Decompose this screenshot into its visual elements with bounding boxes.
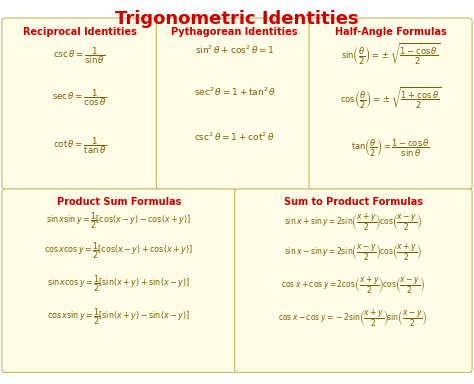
Text: $\sin x-\sin y=2\sin\!\left(\dfrac{x-y}{2}\right)\!\cos\!\left(\dfrac{x+y}{2}\ri: $\sin x-\sin y=2\sin\!\left(\dfrac{x-y}{… <box>284 241 422 263</box>
Text: Pythagorean Identities: Pythagorean Identities <box>172 27 298 37</box>
Text: $\cos x-\cos y=-2\sin\!\left(\dfrac{x+y}{2}\right)\!\sin\!\left(\dfrac{x-y}{2}\r: $\cos x-\cos y=-2\sin\!\left(\dfrac{x+y}… <box>278 308 428 329</box>
Text: $\sin x\cos y=\dfrac{1}{2}\!\left[\sin(x+y)+\sin(x-y)\right]$: $\sin x\cos y=\dfrac{1}{2}\!\left[\sin(x… <box>47 274 191 295</box>
Text: $\cot\theta = \dfrac{1}{\tan\theta}$: $\cot\theta = \dfrac{1}{\tan\theta}$ <box>53 136 106 156</box>
Text: $\tan\!\left(\dfrac{\theta}{2}\right)=\dfrac{1-\cos\theta}{\sin\theta}$: $\tan\!\left(\dfrac{\theta}{2}\right)=\d… <box>351 137 430 159</box>
Text: Reciprocal Identities: Reciprocal Identities <box>23 27 137 37</box>
FancyBboxPatch shape <box>235 189 472 372</box>
Text: $\sec\theta = \dfrac{1}{\cos\theta}$: $\sec\theta = \dfrac{1}{\cos\theta}$ <box>52 88 107 108</box>
Text: $\cos\!\left(\dfrac{\theta}{2}\right)=\pm\sqrt{\dfrac{1+\cos\theta}{2}}$: $\cos\!\left(\dfrac{\theta}{2}\right)=\p… <box>340 85 441 111</box>
Text: $\sec^2\theta=1+\tan^2\theta$: $\sec^2\theta=1+\tan^2\theta$ <box>193 86 276 98</box>
Text: Sum to Product Formulas: Sum to Product Formulas <box>283 197 423 207</box>
Text: $\csc\theta = \dfrac{1}{\sin\theta}$: $\csc\theta = \dfrac{1}{\sin\theta}$ <box>54 45 106 66</box>
Text: $\cos x\sin y=\dfrac{1}{2}\!\left[\sin(x+y)-\sin(x-y)\right]$: $\cos x\sin y=\dfrac{1}{2}\!\left[\sin(x… <box>47 306 191 327</box>
FancyBboxPatch shape <box>309 18 472 189</box>
Text: $\csc^2\theta=1+\cot^2\theta$: $\csc^2\theta=1+\cot^2\theta$ <box>194 130 275 142</box>
Text: $\sin^2\theta+\cos^2\theta=1$: $\sin^2\theta+\cos^2\theta=1$ <box>195 44 274 56</box>
FancyBboxPatch shape <box>156 18 313 189</box>
Text: $\cos x\cos y=\dfrac{1}{2}\!\left[\cos(x-y)+\cos(x+y)\right]$: $\cos x\cos y=\dfrac{1}{2}\!\left[\cos(x… <box>45 240 193 261</box>
Text: Trigonometric Identities: Trigonometric Identities <box>115 10 359 28</box>
Text: $\sin x+\sin y=2\sin\!\left(\dfrac{x+y}{2}\right)\!\cos\!\left(\dfrac{x-y}{2}\ri: $\sin x+\sin y=2\sin\!\left(\dfrac{x+y}{… <box>284 211 422 233</box>
Text: Product Sum Formulas: Product Sum Formulas <box>57 197 181 207</box>
Text: Half-Angle Formulas: Half-Angle Formulas <box>335 27 447 37</box>
Text: $\sin x\sin y=\dfrac{1}{2}\!\left[\cos(x-y)-\cos(x+y)\right]$: $\sin x\sin y=\dfrac{1}{2}\!\left[\cos(x… <box>46 210 191 231</box>
FancyBboxPatch shape <box>2 18 158 189</box>
FancyBboxPatch shape <box>2 189 236 372</box>
Text: $\sin\!\left(\dfrac{\theta}{2}\right)=\pm\sqrt{\dfrac{1-\cos\theta}{2}}$: $\sin\!\left(\dfrac{\theta}{2}\right)=\p… <box>341 42 440 67</box>
Text: $\cos x+\cos y=2\cos\!\left(\dfrac{x+y}{2}\right)\!\cos\!\left(\dfrac{x-y}{2}\ri: $\cos x+\cos y=2\cos\!\left(\dfrac{x+y}{… <box>281 274 425 296</box>
